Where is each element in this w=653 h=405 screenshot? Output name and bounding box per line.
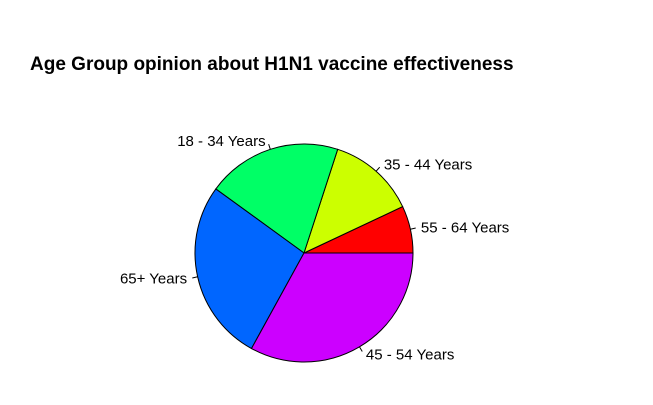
pie-slice-label: 18 - 34 Years — [177, 133, 265, 150]
pie-slice-label: 65+ Years — [120, 271, 187, 288]
pie-slice — [303, 148, 404, 254]
pie-slice — [194, 188, 305, 350]
pie-slices — [194, 143, 414, 363]
pie-slice-label: 55 - 64 Years — [421, 219, 509, 236]
pie-leader-line — [359, 346, 363, 352]
pie-leader-line — [410, 227, 416, 230]
pie-leader-line — [192, 276, 198, 279]
pie-leader-line — [268, 143, 271, 150]
pie-slice-label: 45 - 54 Years — [366, 346, 454, 363]
chart-title: Age Group opinion about H1N1 vaccine eff… — [30, 54, 514, 75]
pie-leader-line — [375, 166, 381, 172]
pie-labels: 55 - 64 Years 35 - 44 Years 18 - 34 Years 6… — [120, 133, 509, 363]
pie-slice — [250, 252, 414, 363]
pie-slice-label: 35 - 44 Years — [384, 157, 472, 174]
